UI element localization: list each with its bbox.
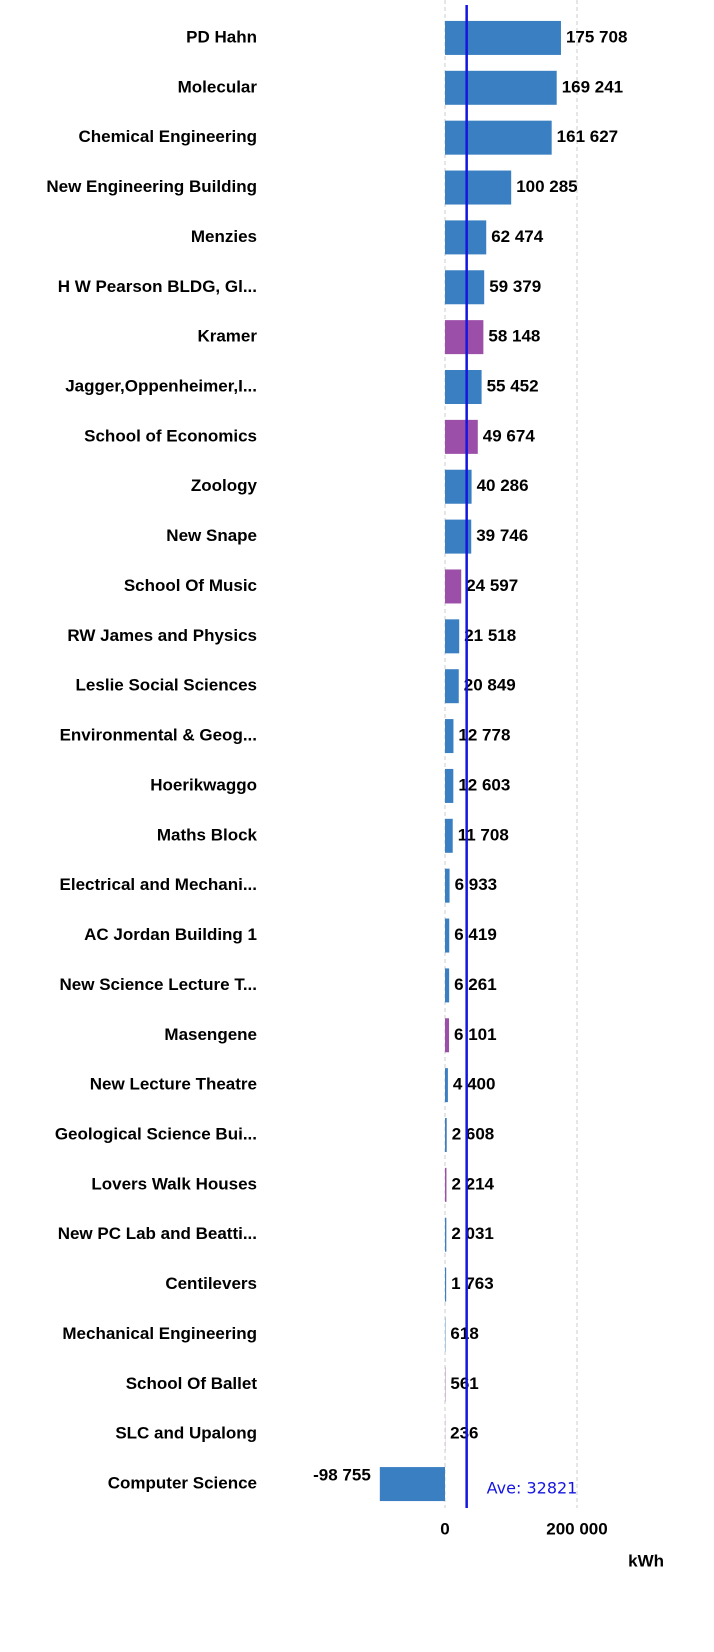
y-tick-label: School Of Ballet <box>126 1374 258 1393</box>
y-tick-label: New Snape <box>166 526 257 545</box>
bar <box>445 1118 447 1152</box>
bar <box>445 120 552 155</box>
y-tick-label: RW James and Physics <box>67 626 257 645</box>
bar <box>445 320 484 355</box>
value-label: 175 708 <box>566 27 627 46</box>
value-label: 55 452 <box>487 376 539 395</box>
average-label: Ave: 32821 <box>487 1479 578 1498</box>
value-label: 618 <box>450 1324 478 1343</box>
value-label: 6 419 <box>454 925 497 944</box>
x-axis-label: kWh <box>628 1551 664 1570</box>
y-tick-label: Zoology <box>191 476 258 495</box>
bar <box>445 1068 448 1103</box>
value-label: 11 708 <box>458 825 509 844</box>
x-tick-label: 200 000 <box>546 1519 607 1538</box>
bar <box>445 918 450 953</box>
value-label: 6 933 <box>455 875 498 894</box>
bar <box>445 569 462 604</box>
y-tick-label: School Of Music <box>124 576 257 595</box>
value-label: 4 400 <box>453 1075 496 1094</box>
value-label: 236 <box>450 1424 478 1443</box>
y-tick-label: Kramer <box>197 327 257 346</box>
y-tick-label: PD Hahn <box>186 27 257 46</box>
y-tick-label: New Science Lecture T... <box>60 975 257 994</box>
y-tick-label: Lovers Walk Houses <box>91 1174 257 1193</box>
grid <box>444 0 578 1508</box>
value-label: 24 597 <box>466 576 518 595</box>
value-label: 21 518 <box>464 626 516 645</box>
value-label: 59 379 <box>489 277 541 296</box>
value-label: 40 286 <box>477 476 529 495</box>
y-tick-label: Environmental & Geog... <box>60 726 257 745</box>
y-tick-label: Molecular <box>178 77 258 96</box>
bar <box>445 370 482 404</box>
value-label: 6 101 <box>454 1025 497 1044</box>
y-tick-label: SLC and Upalong <box>115 1424 257 1443</box>
value-label: 1 763 <box>451 1274 494 1293</box>
bar <box>445 968 450 1003</box>
value-label: 161 627 <box>557 127 618 146</box>
value-label: 561 <box>450 1374 478 1393</box>
y-tick-label: Centilevers <box>165 1274 257 1293</box>
bar <box>445 768 454 803</box>
y-tick-label: H W Pearson BLDG, Gl... <box>58 277 257 296</box>
y-tick-label: Jagger,Oppenheimer,I... <box>65 376 257 395</box>
value-label: 49 674 <box>483 426 536 445</box>
value-label: 12 778 <box>458 726 510 745</box>
bar <box>445 868 450 903</box>
value-label: 2 608 <box>452 1124 495 1143</box>
value-label: 169 241 <box>562 77 623 96</box>
bar <box>445 20 561 55</box>
bar <box>445 1267 447 1302</box>
y-tick-label: New Engineering Building <box>46 177 257 196</box>
value-label: 6 261 <box>454 975 497 994</box>
x-tick-label: 0 <box>440 1519 449 1538</box>
bar <box>445 1018 450 1053</box>
y-tick-label: Computer Science <box>108 1474 257 1493</box>
value-label: 62 474 <box>491 227 544 246</box>
y-tick-label: Menzies <box>191 227 257 246</box>
bar <box>445 818 453 853</box>
bar <box>445 170 512 205</box>
y-tick-label: Hoerikwaggo <box>150 775 257 794</box>
bar <box>445 419 478 454</box>
bar <box>445 70 557 105</box>
y-tick-label: Masengene <box>164 1025 257 1044</box>
y-tick-label: Geological Science Bui... <box>55 1124 257 1143</box>
y-tick-label: Electrical and Mechani... <box>60 875 257 894</box>
y-tick-label: Chemical Engineering <box>78 127 257 146</box>
bar <box>379 1467 445 1502</box>
bar <box>445 1217 447 1252</box>
y-tick-label: Leslie Social Sciences <box>76 676 257 695</box>
bar <box>445 619 460 654</box>
bar <box>445 270 485 305</box>
value-label: 58 148 <box>488 327 540 346</box>
value-label: 100 285 <box>516 177 577 196</box>
value-label: 2 214 <box>451 1174 494 1193</box>
y-tick-label: School of Economics <box>84 426 257 445</box>
value-label: 2 031 <box>451 1224 494 1243</box>
y-tick-label: New Lecture Theatre <box>90 1075 257 1094</box>
bar <box>445 719 454 754</box>
value-label: 20 849 <box>464 676 516 695</box>
y-tick-label: Mechanical Engineering <box>62 1324 257 1343</box>
value-label: 39 746 <box>476 526 528 545</box>
value-label: -98 755 <box>313 1466 371 1485</box>
y-tick-label: New PC Lab and Beatti... <box>58 1224 257 1243</box>
value-label: 12 603 <box>458 775 510 794</box>
y-tick-label: AC Jordan Building 1 <box>84 925 257 944</box>
bar <box>445 1167 447 1202</box>
bar <box>445 669 459 704</box>
y-tick-label: Maths Block <box>157 825 258 844</box>
